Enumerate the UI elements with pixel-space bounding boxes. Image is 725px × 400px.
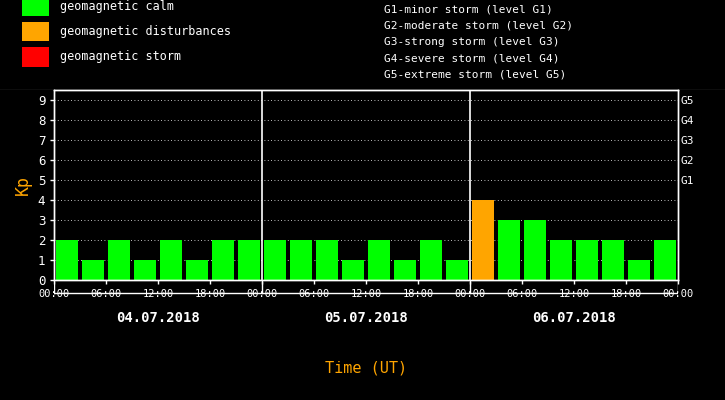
Bar xyxy=(602,240,624,280)
Bar xyxy=(472,200,494,280)
Bar xyxy=(134,260,157,280)
Bar xyxy=(394,260,416,280)
Bar xyxy=(368,240,390,280)
Y-axis label: Kp: Kp xyxy=(14,175,33,195)
Bar xyxy=(22,47,49,67)
Bar xyxy=(420,240,442,280)
Bar xyxy=(212,240,234,280)
Text: G1-minor storm (level G1): G1-minor storm (level G1) xyxy=(384,4,553,14)
Text: 05.07.2018: 05.07.2018 xyxy=(324,311,408,326)
Bar xyxy=(57,240,78,280)
Bar xyxy=(83,260,104,280)
Text: G2-moderate storm (level G2): G2-moderate storm (level G2) xyxy=(384,21,573,31)
Text: 06.07.2018: 06.07.2018 xyxy=(532,311,616,326)
Bar xyxy=(290,240,312,280)
Text: G4-severe storm (level G4): G4-severe storm (level G4) xyxy=(384,53,560,63)
Text: geomagnetic calm: geomagnetic calm xyxy=(60,0,174,13)
Bar xyxy=(498,220,520,280)
Bar xyxy=(22,0,49,16)
Bar xyxy=(239,240,260,280)
Text: geomagnetic disturbances: geomagnetic disturbances xyxy=(60,25,231,38)
Bar xyxy=(108,240,130,280)
Bar xyxy=(576,240,598,280)
Bar xyxy=(654,240,676,280)
Text: geomagnetic storm: geomagnetic storm xyxy=(60,50,181,63)
Bar xyxy=(628,260,650,280)
Bar xyxy=(186,260,208,280)
Bar xyxy=(524,220,546,280)
Text: G5-extreme storm (level G5): G5-extreme storm (level G5) xyxy=(384,69,566,79)
Bar xyxy=(550,240,572,280)
Text: Time (UT): Time (UT) xyxy=(325,360,407,376)
Text: G3-strong storm (level G3): G3-strong storm (level G3) xyxy=(384,37,560,47)
Bar xyxy=(316,240,338,280)
Text: 04.07.2018: 04.07.2018 xyxy=(117,311,200,326)
Bar xyxy=(342,260,364,280)
Bar xyxy=(160,240,182,280)
Bar xyxy=(264,240,286,280)
Bar xyxy=(22,22,49,41)
Bar xyxy=(446,260,468,280)
